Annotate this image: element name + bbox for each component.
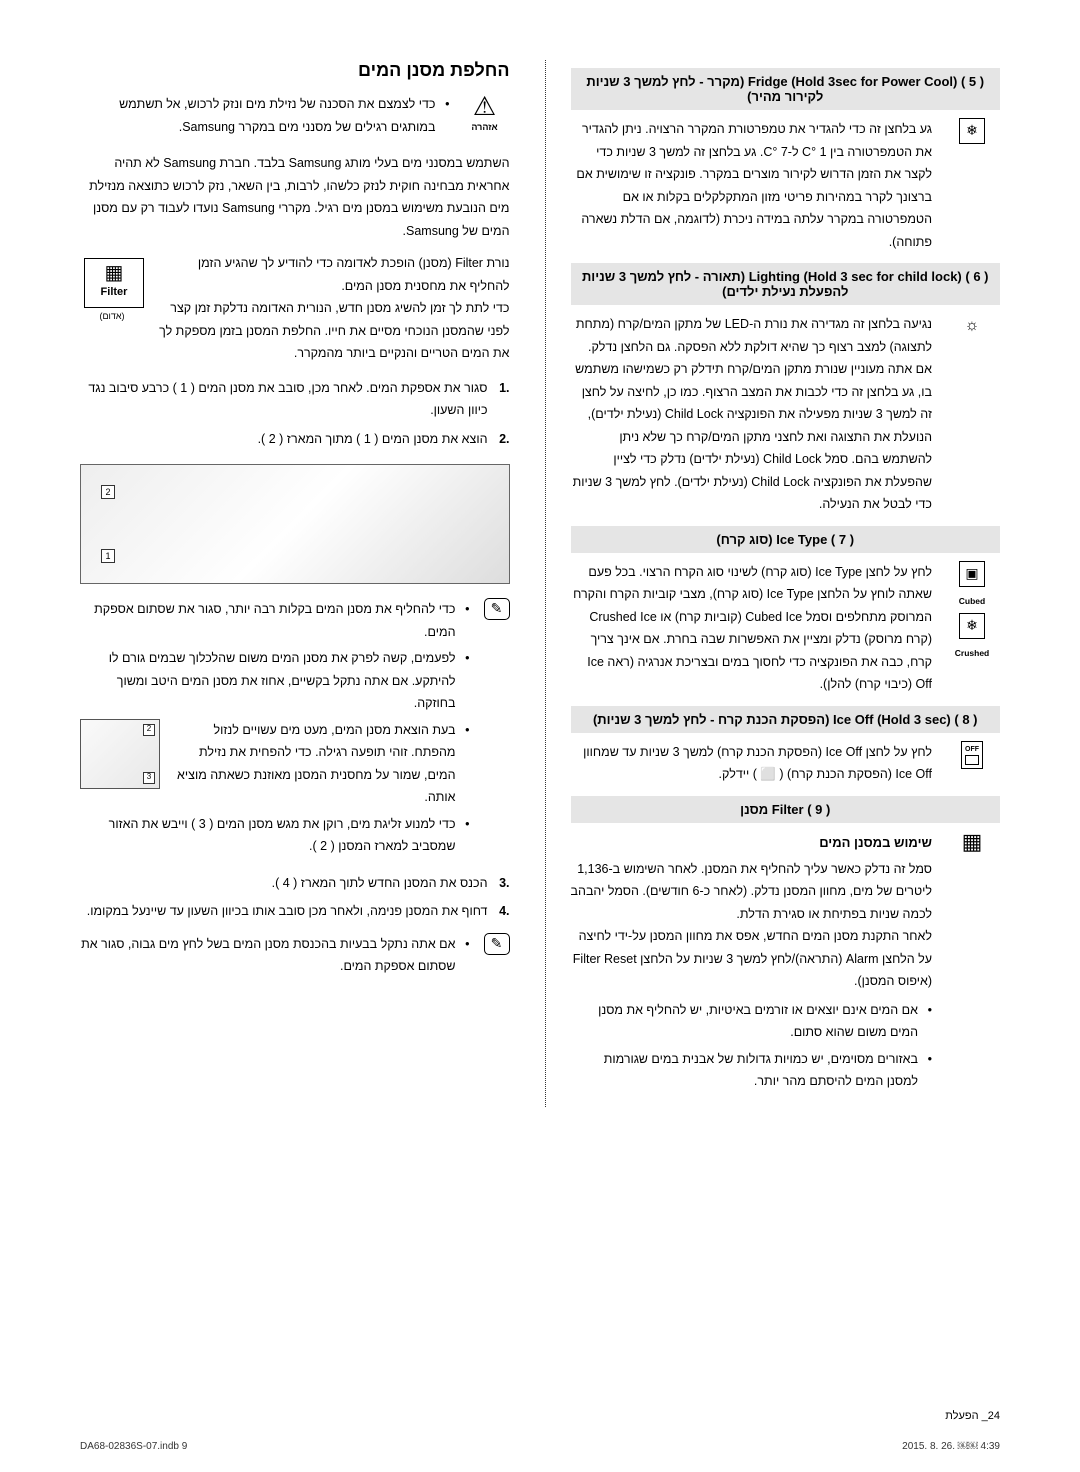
ice-off-icon: OFF: [944, 741, 1000, 786]
steps-1: סגור את אספקת המים. לאחר מכן, סובב את מס…: [80, 377, 510, 451]
filter-image-1: 2 1: [80, 464, 510, 584]
s5-header: ( 5 ) Fridge (Hold 3sec for Power Cool) …: [571, 68, 1001, 110]
warn-p2: השתמש במסנני מים בעלי מותג Samsung בלבד.…: [80, 152, 510, 242]
notes-list: כדי להחליף את מסנן המים בקלות רבה יותר, …: [80, 598, 470, 858]
s9-sub: שימוש במסנן המים: [571, 831, 933, 854]
s7-header: ( 7 ) Ice Type (סוג קרח): [571, 526, 1001, 553]
s8-header: ( 8 ) Ice Off (Hold 3 sec) (הפסקת הכנת ק…: [571, 706, 1001, 733]
s8-body: לחץ על לחצן Ice Off (הפסקת הכנת קרח) למש…: [571, 741, 933, 786]
page-number: 24_ הפעלת: [945, 1410, 1000, 1422]
left-title: החלפת מסנן המים: [80, 60, 510, 81]
warn-p1: כדי לצמצם את הסכנה של נזילת מים ונזק לרכ…: [80, 93, 450, 138]
s6-body: נגיעה בלחצן זה מגדירה את נורת ה-LED של מ…: [571, 313, 933, 516]
ice-type-icons: ▣ Cubed ❄ Crushed: [944, 561, 1000, 696]
footer-file: DA68-02836S-07.indb 9: [80, 1441, 187, 1452]
s9-body: סמל זה נדלק כאשר עליך להחליף את המסנן. ל…: [571, 858, 933, 993]
lighting-icon: ☼: [944, 313, 1000, 516]
s5-body: גע בלחצן זה כדי להגדיר את טמפרטורת המקרר…: [571, 118, 933, 253]
footer-date: 2015. 8. 26. ￼￼ 4:39: [902, 1441, 1000, 1452]
filter-icon-right: ▦: [944, 831, 1000, 1097]
cubed-icon: ▣: [959, 561, 985, 587]
filter-indicator-icon: ▦ Filter (אדום): [80, 252, 144, 365]
final-note: אם אתה נתקל בבעיות בהכנסת מסנן המים בשל …: [80, 933, 470, 978]
power-cool-icon: ❄: [944, 118, 1000, 253]
s6-header: ( 6 ) Lighting (Hold 3 sec for child loc…: [571, 263, 1001, 305]
s9-bullets: אם המים אינם יוצאים או זורמים באיטיות, י…: [571, 999, 933, 1093]
note-icon: ✎: [480, 598, 510, 862]
filter-p2: כדי לתת לך זמן להשיג מסנן חדש, הנורית הא…: [158, 297, 510, 365]
steps-2: הכנס את המסנן החדש לתוך המארז ( 4 ). דחו…: [80, 872, 510, 923]
filter-p1: נורת Filter (מסנן) הופכת לאדומה כדי להוד…: [158, 252, 510, 297]
filter-image-2: 2 3: [80, 719, 160, 789]
crushed-icon: ❄: [959, 613, 985, 639]
s7-body: לחץ על לחצן Ice Type (סוג קרח) לשינוי סו…: [571, 561, 933, 696]
warning-icon: ⚠ אזהרה: [460, 93, 510, 135]
note-icon-2: ✎: [480, 933, 510, 982]
s9-header: ( 9 ) Filter מסנן: [571, 796, 1001, 823]
